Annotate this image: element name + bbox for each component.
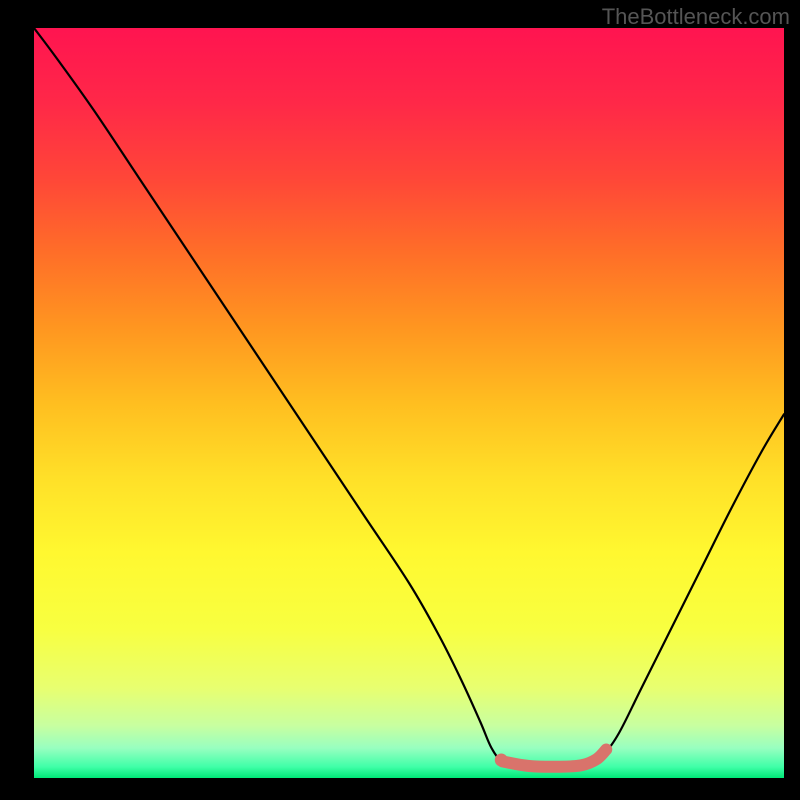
plot-area <box>34 28 784 778</box>
chart-background <box>34 28 784 778</box>
chart-svg <box>34 28 784 778</box>
highlight-dot <box>495 754 508 767</box>
watermark-text: TheBottleneck.com <box>602 4 790 30</box>
chart-container: TheBottleneck.com <box>0 0 800 800</box>
